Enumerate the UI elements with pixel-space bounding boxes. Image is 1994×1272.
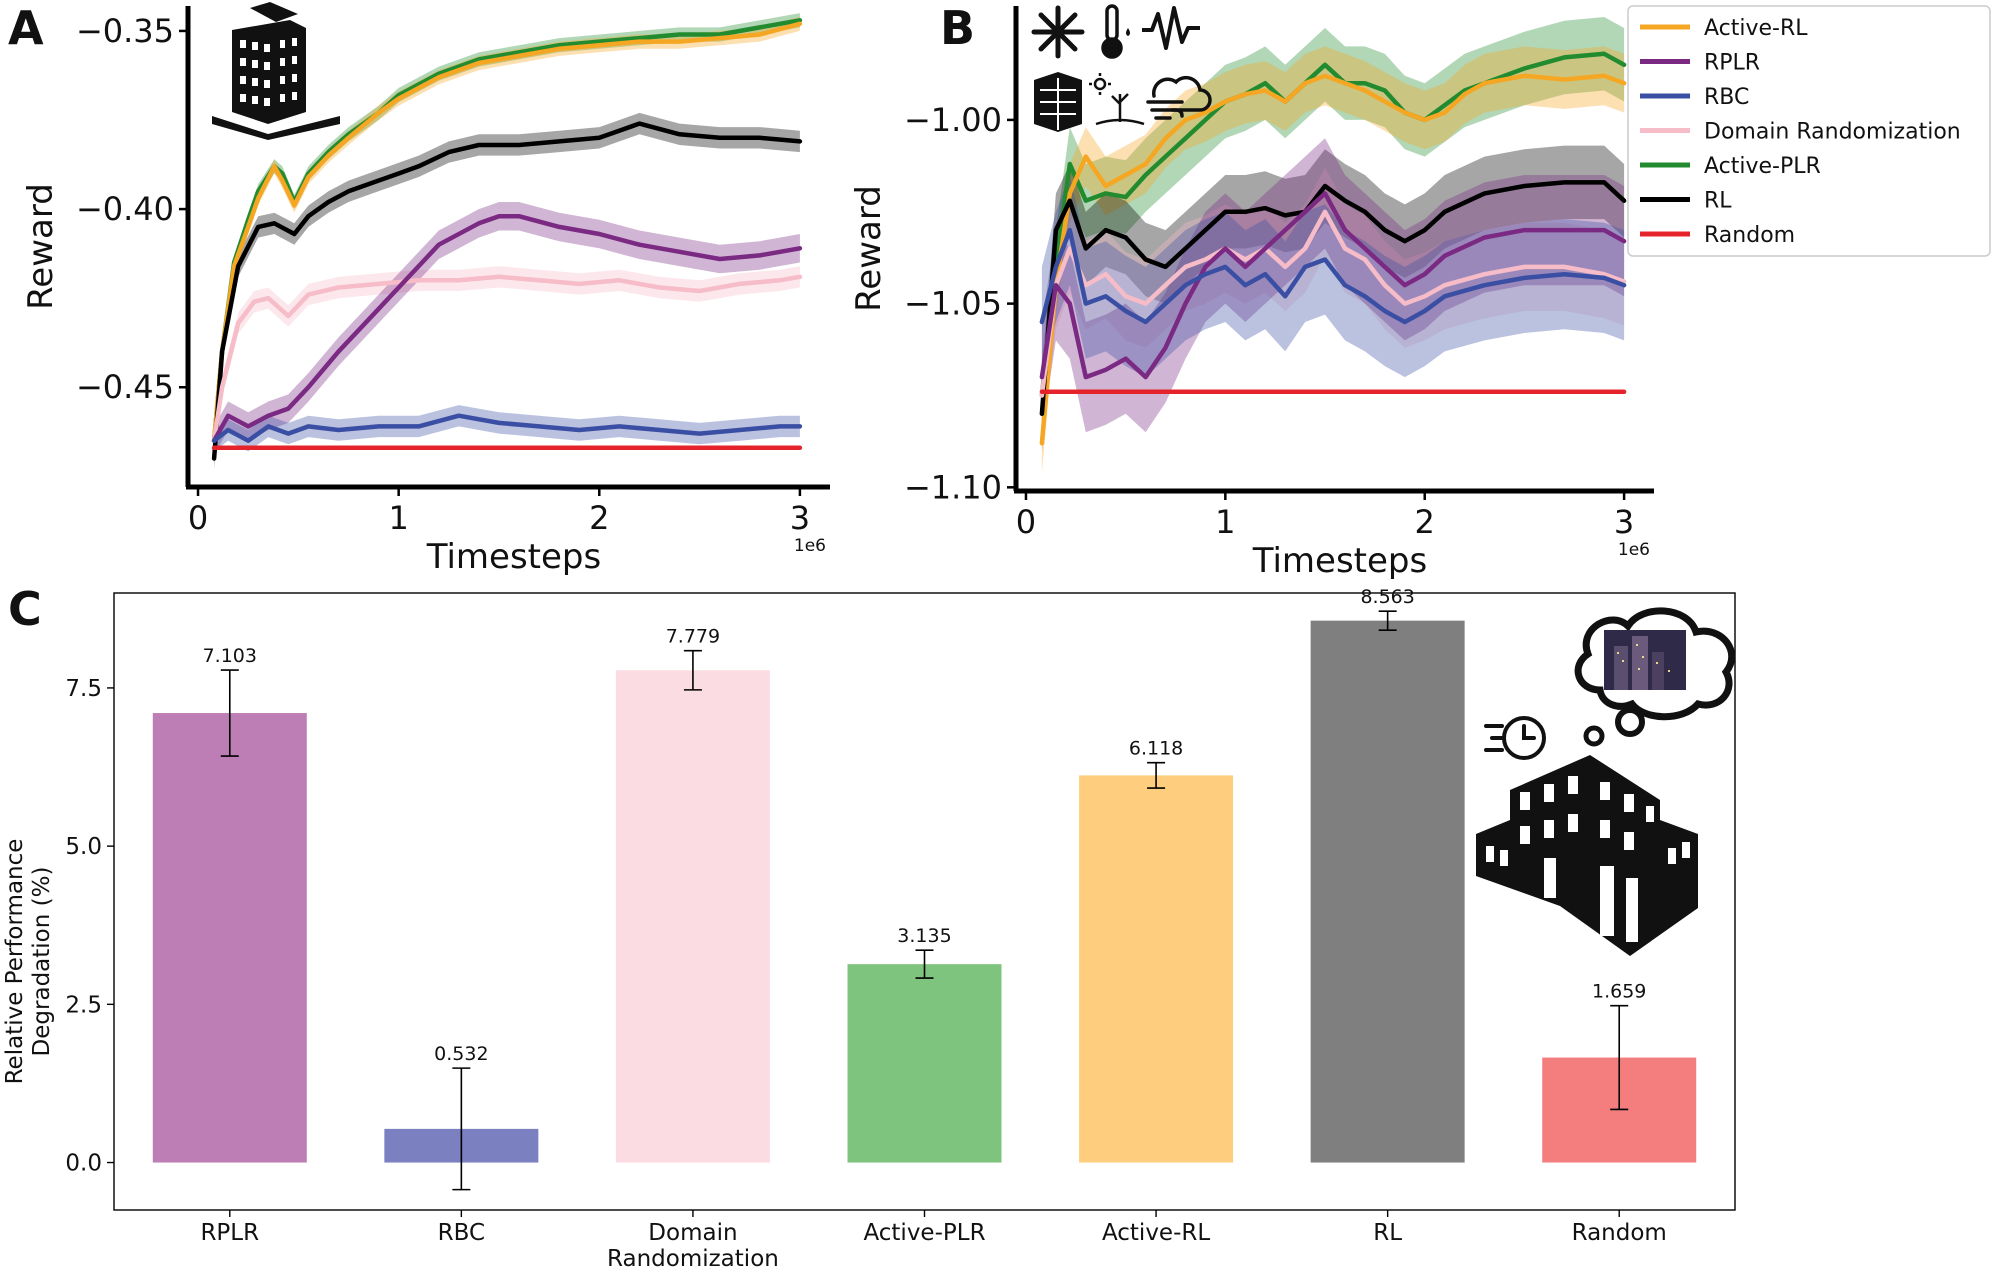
- bar-value-label: 6.118: [1129, 738, 1183, 760]
- series-line-rbc: [1039, 227, 1627, 325]
- panel-label-a: A: [8, 1, 44, 55]
- legend: Active-RL RPLR RBC Domain Randomization Acti…: [1627, 5, 1991, 257]
- thought-cloud-icon: [1574, 607, 1736, 747]
- y-tick-label: −1.00: [904, 101, 1002, 139]
- legend-label: Active-RL: [1704, 16, 1808, 41]
- y-tick-label: −0.35: [76, 12, 174, 50]
- wind-cloud-icon: [1146, 75, 1212, 120]
- panel-c-chart: 7.103 RPLR 0.532 RBC 7.779 DomainRandomizatio…: [2, 586, 1736, 1272]
- series-line-rplr: [211, 213, 803, 443]
- series-line-active-rl: [211, 21, 803, 443]
- bar: [1310, 620, 1465, 1163]
- x-tick-label: 0: [188, 499, 208, 537]
- y-tick-label: −0.40: [76, 190, 174, 228]
- x-tick-label: RL: [1373, 1220, 1402, 1246]
- series-band-active-rl: [1041, 46, 1625, 473]
- panel-b-chart: 0 1 2 3 −1.00 −1.05 −1.10 Timesteps 1e6 Reward: [849, 6, 1654, 581]
- panel-label-c: C: [8, 582, 42, 636]
- small-building-icon: [1034, 72, 1082, 132]
- y-tick-label: 0.0: [65, 1151, 102, 1177]
- legend-label: Random: [1704, 223, 1795, 248]
- x-tick-label: 2: [589, 499, 609, 537]
- y-tick-label: −1.10: [904, 468, 1002, 506]
- series-line-rl: [211, 121, 803, 461]
- series-line-rbc: [211, 413, 803, 443]
- panel-label-b: B: [940, 1, 975, 55]
- x-tick-label: Randomization: [607, 1246, 779, 1268]
- bar: [152, 713, 307, 1163]
- y-tick-label: −1.05: [904, 285, 1002, 323]
- bar-value-label: 7.103: [203, 645, 257, 667]
- bar: [1079, 775, 1234, 1163]
- series-band-rbc: [214, 405, 800, 452]
- bar-value-label: 0.532: [434, 1043, 488, 1065]
- x-tick-label: 1: [1215, 503, 1235, 541]
- x-tick-label: 1: [388, 499, 408, 537]
- x-tick-label: Active-RL: [1102, 1220, 1210, 1246]
- legend-label: RPLR: [1704, 51, 1760, 76]
- series-band-domain-randomization: [1041, 167, 1625, 440]
- bar-value-label: 8.563: [1360, 586, 1414, 608]
- series-line-rplr: [1039, 191, 1627, 380]
- waveform-icon: [1142, 6, 1200, 50]
- x-axis-multiplier: 1e6: [794, 536, 826, 556]
- panel-a-chart: 0 1 2 3 −0.35 −0.40 −0.45 Timesteps 1e6 Reward: [21, 6, 830, 577]
- x-tick-label: 3: [1614, 503, 1634, 541]
- bar: [847, 964, 1002, 1163]
- x-tick-label: Domain: [648, 1220, 737, 1246]
- legend-label: Active-PLR: [1704, 154, 1821, 179]
- x-tick-label: 2: [1415, 503, 1435, 541]
- x-tick-label: RPLR: [200, 1220, 259, 1246]
- y-tick-label: 7.5: [65, 676, 102, 702]
- x-tick-label: Random: [1572, 1220, 1667, 1246]
- x-axis-title: Timesteps: [1252, 541, 1427, 581]
- legend-label: Domain Randomization: [1704, 120, 1961, 145]
- bar-value-label: 1.659: [1592, 981, 1646, 1003]
- y-axis-title: Relative Performance: [2, 839, 28, 1085]
- series-band-active-plr: [214, 13, 800, 448]
- x-axis-title: Timesteps: [426, 537, 601, 577]
- series-line-active-rl: [1039, 73, 1627, 446]
- series-line-domain-randomization: [1039, 209, 1627, 398]
- legend-frame: [1627, 5, 1991, 257]
- series-band-rl: [1041, 145, 1625, 451]
- y-tick-label: 5.0: [65, 834, 102, 860]
- sun-plant-icon: [1089, 73, 1145, 126]
- large-building-icon: [1476, 755, 1698, 956]
- y-axis-title: Degradation (%): [29, 867, 55, 1057]
- thermometer-icon: [1101, 4, 1130, 59]
- speed-clock-icon: [1484, 716, 1546, 760]
- x-tick-label: Active-PLR: [863, 1220, 985, 1246]
- legend-label: RL: [1704, 189, 1732, 214]
- y-axis-title: Reward: [849, 185, 889, 312]
- bar: [615, 670, 770, 1163]
- series-line-rl: [1039, 180, 1627, 417]
- y-tick-label: 2.5: [65, 992, 102, 1018]
- bar-value-label: 7.779: [666, 626, 720, 648]
- y-axis-title: Reward: [21, 183, 61, 310]
- y-tick-label: −0.45: [76, 368, 174, 406]
- x-axis-multiplier: 1e6: [1618, 540, 1650, 560]
- series-band-rbc: [1041, 175, 1625, 378]
- series-band-rplr: [1041, 138, 1625, 433]
- x-tick-label: 0: [1016, 503, 1036, 541]
- office-building-icon: [212, 2, 340, 140]
- snowflake-icon: [1031, 5, 1085, 59]
- x-tick-label: RBC: [438, 1220, 485, 1246]
- legend-label: RBC: [1704, 85, 1749, 110]
- series-line-domain-randomization: [211, 274, 803, 443]
- bar-value-label: 3.135: [897, 925, 951, 947]
- x-tick-label: 3: [790, 499, 810, 537]
